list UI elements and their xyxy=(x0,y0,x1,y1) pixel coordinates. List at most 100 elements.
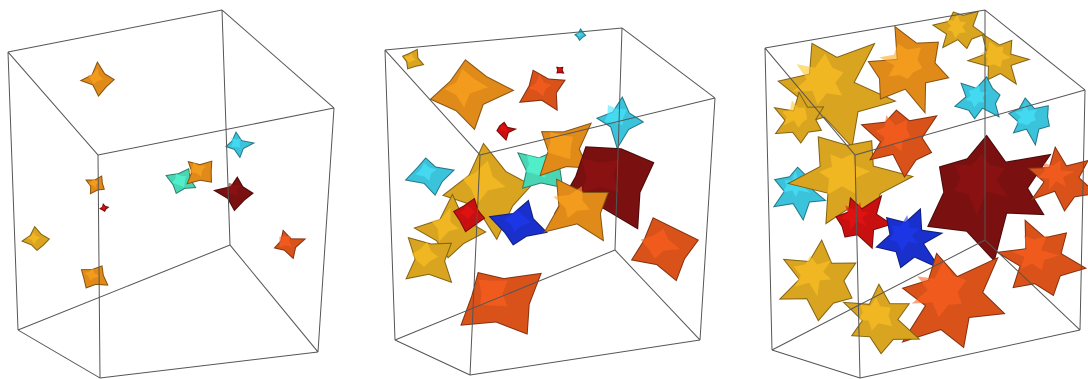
grain-highlight xyxy=(87,68,104,84)
cube-edge xyxy=(221,9,231,246)
grain-highlight xyxy=(26,232,41,245)
grain-highlight xyxy=(556,66,562,72)
grain xyxy=(953,76,1001,120)
grain-highlight xyxy=(528,74,552,97)
grain xyxy=(401,48,425,70)
cube-edge xyxy=(699,97,716,341)
cube-edge xyxy=(97,107,335,156)
cube-edge xyxy=(771,239,986,351)
grain-highlight xyxy=(504,209,532,232)
grain xyxy=(404,157,456,197)
grain-body xyxy=(441,142,533,241)
grain-highlight xyxy=(230,137,241,148)
grain xyxy=(574,28,587,42)
cube-edge xyxy=(984,239,1081,331)
grain xyxy=(630,217,700,282)
grain-highlight xyxy=(980,41,1011,68)
cube-edge xyxy=(229,244,319,353)
grain-highlight xyxy=(1015,104,1037,126)
grain-highlight xyxy=(459,205,475,220)
grain-highlight xyxy=(576,31,583,37)
grain xyxy=(543,178,609,242)
cube-edge xyxy=(469,339,701,376)
grain xyxy=(165,167,197,195)
grain xyxy=(931,10,986,50)
grain xyxy=(966,32,1032,86)
cube-edge xyxy=(384,49,481,156)
cube-edge xyxy=(394,339,471,376)
grain-highlight xyxy=(857,297,893,331)
grain xyxy=(773,91,825,144)
grains xyxy=(21,10,1088,355)
cube-edge xyxy=(221,9,335,109)
grain xyxy=(1026,145,1088,212)
grain-highlight xyxy=(793,255,832,297)
grain-highlight xyxy=(792,53,844,105)
grain-highlight xyxy=(819,153,871,195)
grain xyxy=(595,95,645,150)
cube-edge xyxy=(764,47,856,156)
grain-highlight xyxy=(944,14,967,39)
grain-highlight xyxy=(954,154,1008,215)
grain xyxy=(429,59,515,131)
cube-edge xyxy=(17,329,101,379)
grain-highlight xyxy=(965,83,988,108)
grain-highlight xyxy=(553,186,590,219)
cube-edge xyxy=(854,89,1086,156)
grain xyxy=(778,238,857,322)
cube-edge xyxy=(984,9,1086,91)
grain xyxy=(225,131,256,159)
grain-highlight xyxy=(188,161,207,177)
cube-edge xyxy=(859,329,1081,379)
grain xyxy=(79,61,116,98)
cube-edge xyxy=(621,27,716,99)
grain xyxy=(99,203,110,213)
grain-highlight xyxy=(279,236,293,248)
grain-highlight xyxy=(640,229,680,259)
grain xyxy=(212,176,254,212)
cube-edge xyxy=(1079,89,1086,331)
cube-edge xyxy=(614,249,701,341)
grain-highlight xyxy=(404,53,416,63)
cube-edge xyxy=(771,349,861,379)
grain xyxy=(556,66,565,74)
grain-highlight xyxy=(444,69,489,108)
grain xyxy=(518,69,566,112)
cube-edge xyxy=(469,154,481,376)
grain-highlight xyxy=(1036,160,1075,190)
grain-highlight xyxy=(547,131,573,160)
grain xyxy=(901,252,1006,349)
grain xyxy=(842,283,921,355)
grain-highlight xyxy=(1011,235,1059,271)
grain xyxy=(496,121,518,142)
grain-highlight xyxy=(840,202,869,230)
grain-highlight xyxy=(782,100,808,128)
cube-edge xyxy=(384,49,396,341)
grain xyxy=(273,229,307,260)
grain xyxy=(488,199,548,246)
grain-highlight xyxy=(462,160,506,204)
grain-highlight xyxy=(581,158,620,193)
cube-edge xyxy=(384,27,623,51)
grain-highlight xyxy=(911,261,967,318)
cube-wireframes xyxy=(7,9,1086,379)
grain-highlight xyxy=(415,162,437,181)
cube-edge xyxy=(7,9,223,53)
grain xyxy=(786,136,915,225)
grain xyxy=(21,225,51,251)
cube-edge xyxy=(7,51,99,156)
grain xyxy=(80,265,109,289)
grain xyxy=(85,175,105,195)
grain-highlight xyxy=(172,173,187,188)
cube-edge xyxy=(317,107,335,353)
grain-highlight xyxy=(431,207,459,242)
cube-edge xyxy=(97,154,101,379)
grain-highlight xyxy=(411,241,439,267)
grain xyxy=(867,25,950,115)
grain-highlight xyxy=(478,279,508,307)
cube-edge xyxy=(394,249,616,341)
grain-highlight xyxy=(604,104,628,126)
cube-edge xyxy=(17,244,231,331)
